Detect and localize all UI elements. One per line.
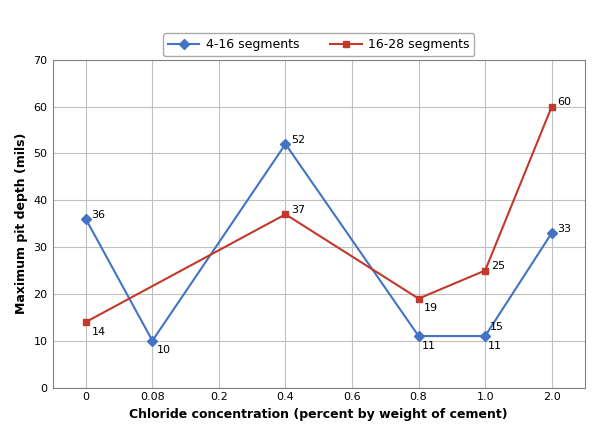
16-28 segments (482, 268, 489, 273)
4-16 segments (482, 334, 489, 339)
16-28 segments (282, 212, 289, 217)
16-28 segments (82, 320, 89, 325)
4-16 segments (415, 334, 422, 339)
X-axis label: Chloride concentration (percent by weight of cement): Chloride concentration (percent by weigh… (130, 408, 508, 421)
Text: 60: 60 (557, 97, 571, 107)
Text: 14: 14 (91, 327, 106, 337)
Text: 36: 36 (91, 210, 106, 220)
Text: 33: 33 (557, 224, 571, 234)
Line: 4-16 segments: 4-16 segments (82, 140, 555, 344)
16-28 segments (415, 296, 422, 301)
Text: 15: 15 (490, 322, 503, 332)
Text: 11: 11 (488, 341, 502, 351)
4-16 segments (282, 141, 289, 146)
4-16 segments (548, 230, 556, 235)
Line: 16-28 segments: 16-28 segments (82, 103, 555, 326)
16-28 segments (548, 104, 556, 109)
4-16 segments (82, 216, 89, 221)
Text: 11: 11 (421, 341, 436, 351)
Y-axis label: Maximum pit depth (mils): Maximum pit depth (mils) (15, 133, 28, 314)
Text: 52: 52 (291, 135, 305, 145)
4-16 segments (149, 338, 156, 344)
Text: 25: 25 (491, 261, 505, 271)
Text: 37: 37 (291, 205, 305, 215)
Text: 19: 19 (424, 303, 438, 313)
Text: 10: 10 (157, 345, 170, 355)
Legend: 4-16 segments, 16-28 segments: 4-16 segments, 16-28 segments (163, 33, 475, 56)
